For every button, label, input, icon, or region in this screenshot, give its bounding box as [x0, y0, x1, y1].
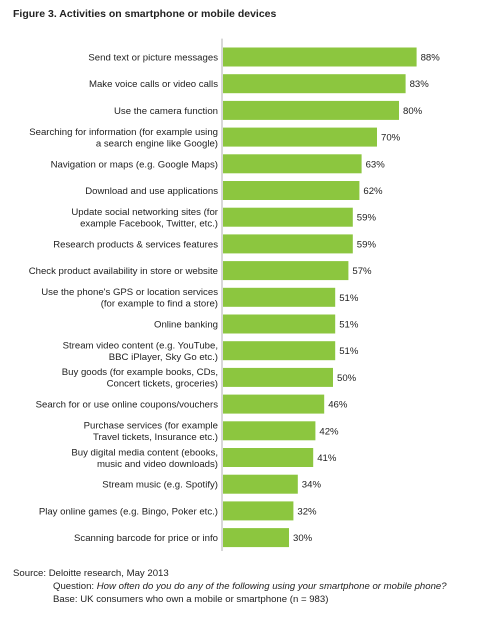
value-label: 51%: [339, 320, 359, 331]
category-label: Search for or use online coupons/voucher…: [36, 400, 219, 411]
value-label: 34%: [302, 480, 322, 491]
value-label: 88%: [421, 53, 441, 64]
bar: [223, 448, 314, 467]
value-label: 83%: [410, 79, 430, 90]
category-label: Searching for information (for example u…: [29, 127, 218, 150]
bar: [223, 287, 336, 307]
category-label: Download and use applications: [85, 186, 218, 197]
value-label: 62%: [363, 186, 383, 197]
value-label: 59%: [357, 213, 377, 224]
value-label: 50%: [337, 373, 357, 384]
chart-footer: Source: Deloitte research, May 2013 Ques…: [13, 567, 447, 606]
category-label: Research products & services features: [53, 239, 218, 250]
bar: [223, 394, 325, 414]
category-label: Send text or picture messages: [88, 53, 218, 64]
category-label: Navigation or maps (e.g. Google Maps): [51, 159, 218, 170]
question-text: How often do you do any of the following…: [96, 581, 447, 592]
value-label: 46%: [328, 400, 348, 411]
category-label: Use the camera function: [114, 106, 218, 117]
source-note: Source: Deloitte research, May 2013: [13, 568, 169, 579]
bar: [223, 421, 316, 441]
category-label: Scanning barcode for price or info: [74, 533, 218, 544]
value-label: 30%: [293, 533, 313, 544]
value-label: 41%: [317, 453, 337, 464]
value-label: 32%: [297, 506, 317, 517]
value-label: 70%: [381, 133, 401, 144]
category-label: Use the phone's GPS or location services…: [41, 287, 218, 310]
bar: [223, 341, 336, 361]
bar: [223, 501, 294, 521]
value-label: 42%: [319, 426, 339, 437]
bar: [223, 528, 289, 548]
category-label: Stream music (e.g. Spotify): [102, 480, 218, 491]
bar: [223, 367, 333, 387]
bar: [223, 207, 353, 227]
value-label: 63%: [366, 159, 386, 170]
category-label: Play online games (e.g. Bingo, Poker etc…: [39, 506, 218, 517]
question-note: Question: How often do you do any of the…: [13, 580, 447, 593]
category-label: Check product availability in store or w…: [29, 266, 218, 277]
bar: [223, 261, 349, 281]
value-label: 51%: [339, 293, 359, 304]
bar: [223, 181, 360, 200]
bar: [223, 234, 353, 254]
bar: [223, 74, 406, 94]
base-note: Base: UK consumers who own a mobile or s…: [53, 594, 329, 605]
bar: [223, 100, 399, 120]
bar-chart: 88% Send text or picture messages 83% Make …: [29, 38, 441, 551]
chart-title: Figure 3. Activities on smartphone or mo…: [13, 8, 277, 20]
bar: [223, 314, 336, 334]
value-label: 80%: [403, 106, 423, 117]
question-label: Question:: [53, 581, 95, 592]
category-label: Stream video content (e.g. YouTube, BBC i…: [63, 340, 218, 363]
category-label: Update social networking sites (for examp…: [71, 207, 218, 230]
value-label: 57%: [352, 266, 372, 277]
bar: [223, 474, 298, 494]
category-label: Make voice calls or video calls: [89, 79, 218, 90]
value-label: 51%: [339, 346, 359, 357]
category-label: Buy digital media content (ebooks, music …: [71, 447, 218, 470]
category-label: Online banking: [154, 320, 218, 331]
category-label: Purchase services (for example Travel tic…: [84, 421, 218, 444]
bar: [223, 47, 417, 67]
category-label: Buy goods (for example books, CDs, Concer…: [62, 367, 218, 390]
bar: [223, 127, 377, 147]
value-label: 59%: [357, 239, 377, 250]
bar: [223, 154, 362, 174]
